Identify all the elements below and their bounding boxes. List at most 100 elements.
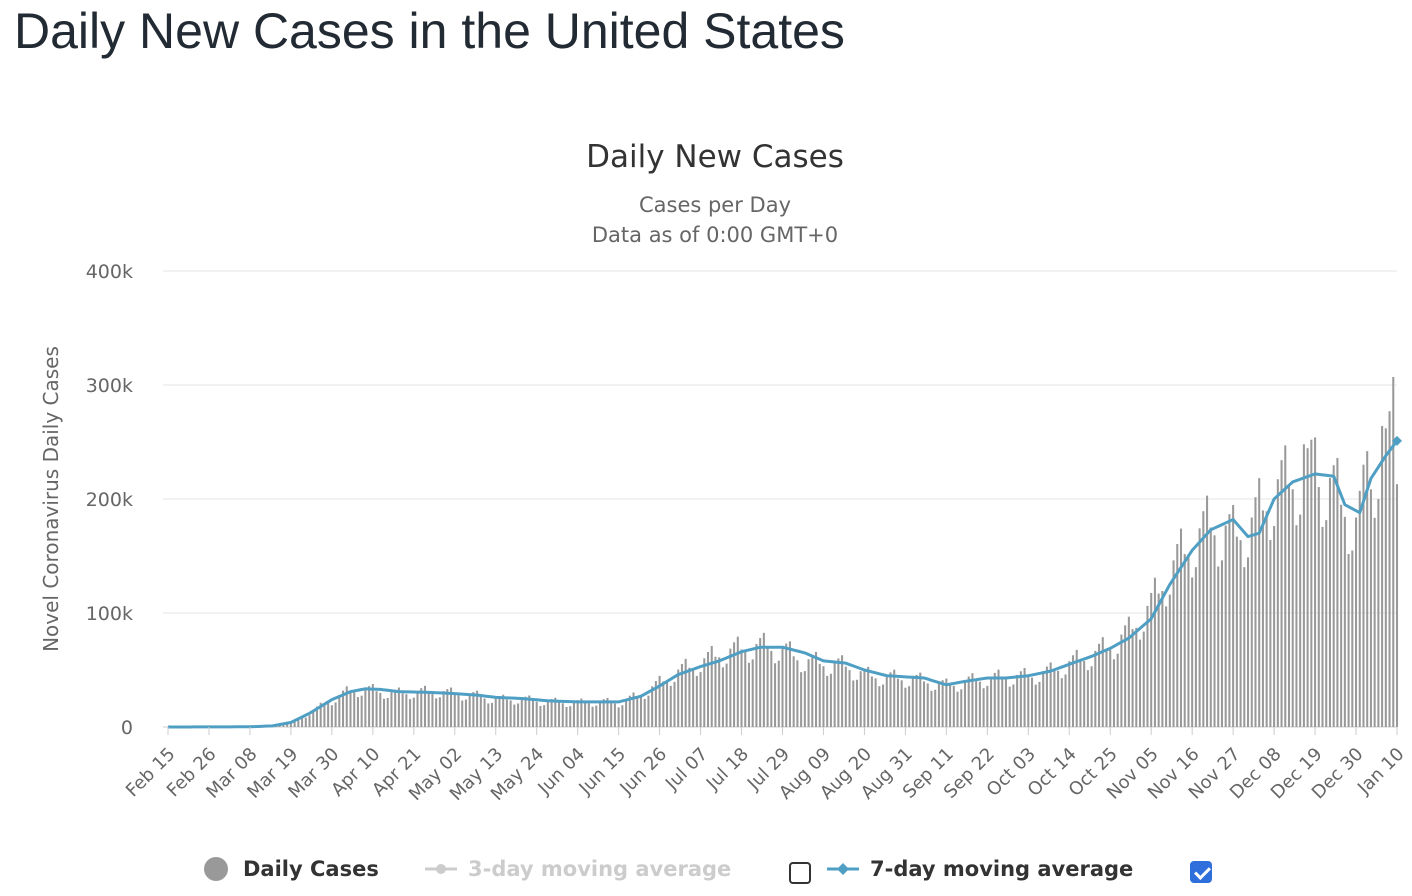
daily-case-bar: [558, 702, 561, 727]
legend-daily-cases[interactable]: Daily Cases: [204, 854, 379, 884]
daily-case-bar: [788, 641, 791, 727]
daily-case-bar: [554, 697, 557, 727]
daily-case-bar: [766, 647, 769, 727]
toggle-3-day-average-checkbox[interactable]: [789, 862, 811, 884]
daily-case-bar: [1049, 662, 1052, 727]
daily-case-bar: [1012, 684, 1015, 727]
daily-case-bar: [807, 659, 810, 727]
daily-case-bar: [1273, 526, 1276, 727]
daily-case-bar: [1116, 653, 1119, 727]
daily-case-bar: [394, 689, 397, 727]
daily-case-bar: [688, 667, 691, 727]
daily-case-bar: [1086, 670, 1089, 727]
daily-case-bar: [844, 666, 847, 727]
daily-case-bar: [1284, 445, 1287, 727]
daily-case-bar: [546, 700, 549, 727]
grid-lines: [163, 270, 1397, 728]
daily-case-bar: [1276, 479, 1279, 727]
daily-case-bar: [1165, 606, 1168, 727]
daily-case-bar: [1168, 594, 1171, 727]
y-tick-label: 0: [121, 717, 133, 739]
daily-case-bar: [1328, 478, 1331, 727]
daily-case-bar: [706, 651, 710, 727]
daily-case-bar: [304, 717, 307, 727]
daily-case-bar: [848, 670, 851, 727]
daily-case-bar: [461, 700, 464, 727]
toggle-7-day-average-checkbox[interactable]: [1190, 861, 1212, 883]
daily-case-bar: [494, 698, 497, 727]
daily-case-bar: [1336, 457, 1339, 727]
daily-case-bar: [1068, 661, 1071, 727]
daily-case-bar: [1269, 540, 1272, 727]
daily-case-bar: [1228, 514, 1231, 727]
y-axis-label: Novel Coronavirus Daily Cases: [39, 346, 63, 652]
daily-case-bar: [524, 696, 527, 727]
legend-7-day-average[interactable]: 7-day moving average: [826, 854, 1133, 884]
daily-case-bar: [651, 686, 654, 727]
daily-case-bar: [550, 699, 553, 727]
daily-case-bar: [621, 705, 624, 727]
daily-case-bar: [1366, 451, 1369, 727]
x-tick-label: Jun 26: [615, 744, 671, 800]
daily-case-bar: [803, 671, 806, 727]
daily-case-bar: [1105, 649, 1108, 727]
daily-case-bar: [818, 663, 821, 727]
daily-case-bar: [539, 705, 542, 727]
daily-case-bar: [438, 697, 441, 727]
daily-case-bar: [1023, 668, 1026, 727]
daily-case-bar: [595, 705, 598, 727]
daily-case-bar: [382, 698, 386, 727]
daily-case-bar: [811, 655, 814, 727]
daily-case-bar: [829, 673, 832, 727]
legend-3-day-average[interactable]: 3-day moving average: [424, 854, 731, 884]
daily-case-bar: [397, 687, 400, 727]
daily-case-bar: [401, 693, 404, 727]
daily-case-bar: [874, 678, 877, 727]
daily-case-bar: [878, 686, 881, 727]
daily-case-bar: [561, 703, 564, 727]
daily-case-bar: [632, 692, 635, 727]
daily-case-bar: [1034, 684, 1037, 727]
daily-case-bar: [1395, 484, 1399, 727]
daily-case-bar: [1183, 554, 1186, 727]
daily-case-bar: [863, 669, 866, 727]
daily-case-bar: [1232, 505, 1235, 727]
page-heading: Daily New Cases in the United States: [14, 3, 845, 59]
daily-case-bar: [1321, 526, 1324, 727]
daily-case-bar: [855, 679, 859, 727]
chart-subtitle-line-1: Cases per Day: [639, 193, 791, 217]
daily-case-bar: [814, 651, 818, 727]
daily-case-bar: [364, 688, 367, 727]
daily-case-bar: [435, 698, 438, 727]
daily-case-bar: [323, 704, 326, 727]
daily-case-bar: [680, 664, 683, 727]
daily-case-bar: [457, 695, 460, 727]
daily-case-bar: [1008, 686, 1011, 727]
seven-day-average-line: [167, 435, 1402, 729]
daily-case-bar: [390, 692, 393, 727]
daily-case-bar: [286, 723, 289, 727]
daily-case-bar: [718, 657, 721, 727]
daily-case-bar: [699, 672, 702, 727]
daily-case-bar: [535, 701, 538, 727]
daily-case-bar: [1131, 629, 1134, 727]
daily-case-bar: [368, 686, 371, 727]
daily-case-bar: [919, 672, 922, 727]
daily-case-bar: [476, 690, 479, 727]
daily-case-bar: [1101, 637, 1104, 727]
daily-case-bar: [1075, 649, 1078, 727]
daily-case-bar: [777, 660, 780, 727]
daily-case-bar: [327, 703, 330, 727]
daily-case-bar: [733, 642, 736, 727]
legend-label-daily-cases: Daily Cases: [243, 857, 379, 881]
daily-case-bar: [751, 659, 754, 727]
daily-case-bar: [405, 694, 408, 727]
daily-case-bar: [1042, 671, 1045, 727]
daily-case-bar: [941, 680, 944, 727]
daily-case-bar: [613, 703, 616, 727]
daily-case-bar: [755, 644, 758, 727]
daily-case-bar: [725, 663, 728, 727]
daily-case-bar: [1217, 566, 1220, 727]
daily-case-bar: [576, 700, 579, 727]
daily-case-bar: [695, 675, 698, 727]
